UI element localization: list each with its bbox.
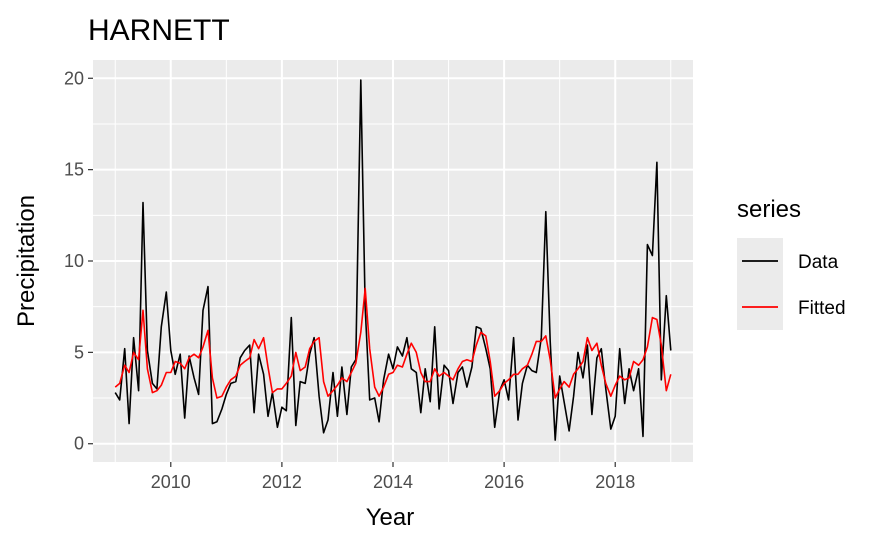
legend-title: series: [737, 196, 801, 223]
y-tick-label: 20: [64, 68, 84, 88]
y-tick-label: 10: [64, 251, 84, 271]
x-tick-label: 2016: [484, 472, 524, 492]
chart-title: HARNETT: [88, 14, 230, 47]
legend: series Data Fitted: [737, 196, 846, 330]
legend-label-data: Data: [798, 252, 839, 273]
y-axis: 0 5 10 15 20: [64, 68, 93, 454]
series-layer: [114, 79, 672, 441]
x-tick-label: 2010: [151, 472, 191, 492]
x-tick-label: 2014: [373, 472, 413, 492]
legend-label-fitted: Fitted: [798, 298, 846, 319]
major-grid: [93, 60, 693, 462]
series-line-fitted: [114, 287, 672, 399]
y-tick-label: 5: [74, 342, 84, 362]
x-tick-label: 2012: [262, 472, 302, 492]
x-axis: 2010 2012 2014 2016 2018: [151, 462, 635, 492]
y-tick-label: 0: [74, 434, 84, 454]
legend-items: Data Fitted: [737, 238, 846, 330]
x-tick-label: 2018: [595, 472, 635, 492]
y-tick-label: 15: [64, 160, 84, 180]
series-line-data: [114, 79, 672, 441]
x-axis-title: Year: [366, 504, 415, 531]
y-axis-title: Precipitation: [13, 195, 40, 327]
